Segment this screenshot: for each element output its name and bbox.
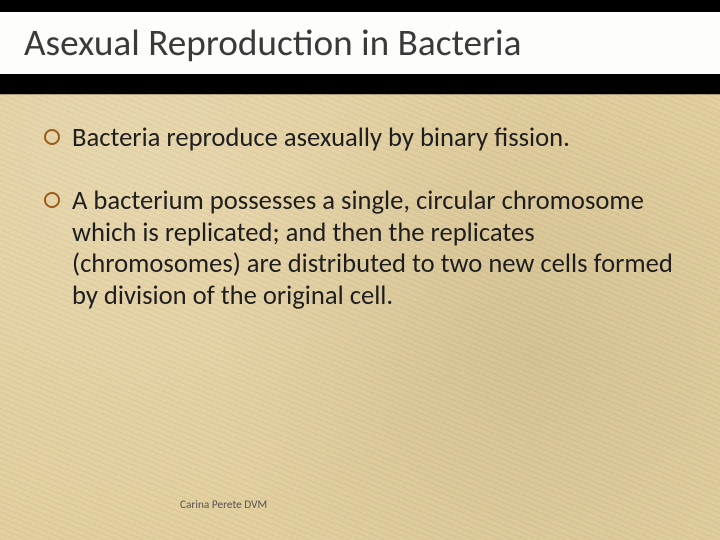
bullet-text: A bacterium possesses a single, circular… [72, 185, 673, 311]
list-item: A bacterium possesses a single, circular… [44, 186, 676, 312]
title-container: Asexual Reproduction in Bacteria [0, 12, 720, 74]
bullet-list: Bacteria reproduce asexually by binary f… [44, 123, 676, 312]
bullet-text: Bacteria reproduce asexually by binary f… [72, 122, 570, 154]
header-top-bar [0, 0, 720, 12]
slide-body: Bacteria reproduce asexually by binary f… [0, 95, 720, 540]
title-header: Asexual Reproduction in Bacteria [0, 0, 720, 95]
header-black-band [0, 74, 720, 94]
bullet-circle-icon [44, 129, 60, 145]
slide: Asexual Reproduction in Bacteria Bacteri… [0, 0, 720, 540]
footer-author: Carina Perete DVM [180, 498, 267, 512]
slide-title: Asexual Reproduction in Bacteria [24, 21, 521, 66]
list-item: Bacteria reproduce asexually by binary f… [44, 123, 676, 154]
bullet-circle-icon [44, 192, 60, 208]
